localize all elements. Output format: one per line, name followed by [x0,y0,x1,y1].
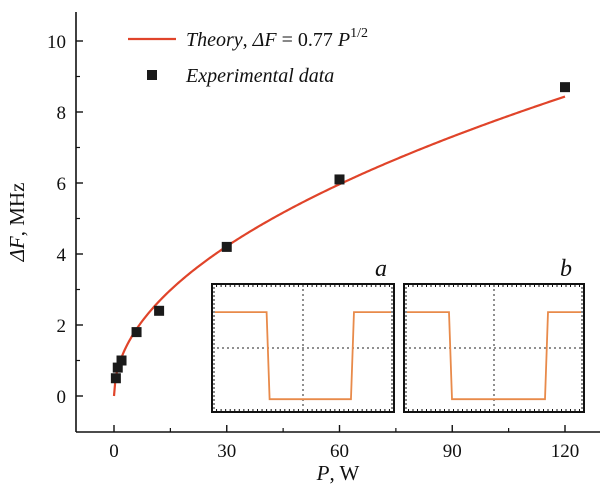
experimental-point [560,82,570,93]
experimental-point [112,362,123,373]
legend-experimental-swatch [147,70,157,80]
legend-theory-eq-mid: = 0.77 [277,29,338,51]
x-tick-label: 30 [217,441,236,462]
axes-frame [75,12,600,433]
legend-theory-eq-var: P [337,29,350,51]
inset-b-letter: b [560,256,572,282]
legend-theory-exponent: 1/2 [350,26,368,41]
inset-a-oscillogram: a [211,256,395,413]
inset-trace [407,311,581,401]
legend-theory-comma: , [243,29,253,51]
y-axis-label: ΔF, MHz [5,183,29,263]
experimental-point [154,305,165,316]
inset-a-letter: a [375,256,387,282]
y-tick-label: 6 [57,174,67,195]
y-tick-label: 2 [57,316,67,337]
experimental-point [110,373,121,384]
y-tick-label: 4 [57,245,67,266]
legend: Theory, ΔF = 0.77 P1/2 Experimental data [128,26,368,87]
x-axis-label: P, W [316,461,360,485]
y-tick-label: 10 [47,32,66,53]
y-axis-label-unit: , MHz [5,183,29,237]
inset-trace [215,311,391,401]
x-tick-label: 120 [551,441,580,462]
inset-b-oscillogram: b [403,256,585,413]
legend-theory-eq-lhs: ΔF [252,29,278,51]
experimental-points [110,82,570,384]
ticks-group: 0 30 60 90 120 0 2 4 6 8 10 [47,32,579,462]
x-tick-label: 60 [330,441,349,462]
legend-experimental-label: Experimental data [185,65,334,87]
x-tick-label: 90 [443,441,462,462]
y-tick-label: 8 [57,103,67,124]
experimental-point [116,355,127,366]
legend-theory-label: Theory, ΔF = 0.77 P1/2 [186,26,368,51]
x-axis-label-unit: , W [329,461,359,485]
experimental-point [131,327,142,338]
experimental-point [221,241,232,252]
y-tick-label: 0 [57,387,67,408]
experimental-point [334,174,345,185]
x-axis-label-var: P [316,461,330,485]
x-tick-label: 0 [109,441,119,462]
y-axis-label-var: ΔF [5,236,29,262]
legend-theory-word: Theory [186,29,243,51]
